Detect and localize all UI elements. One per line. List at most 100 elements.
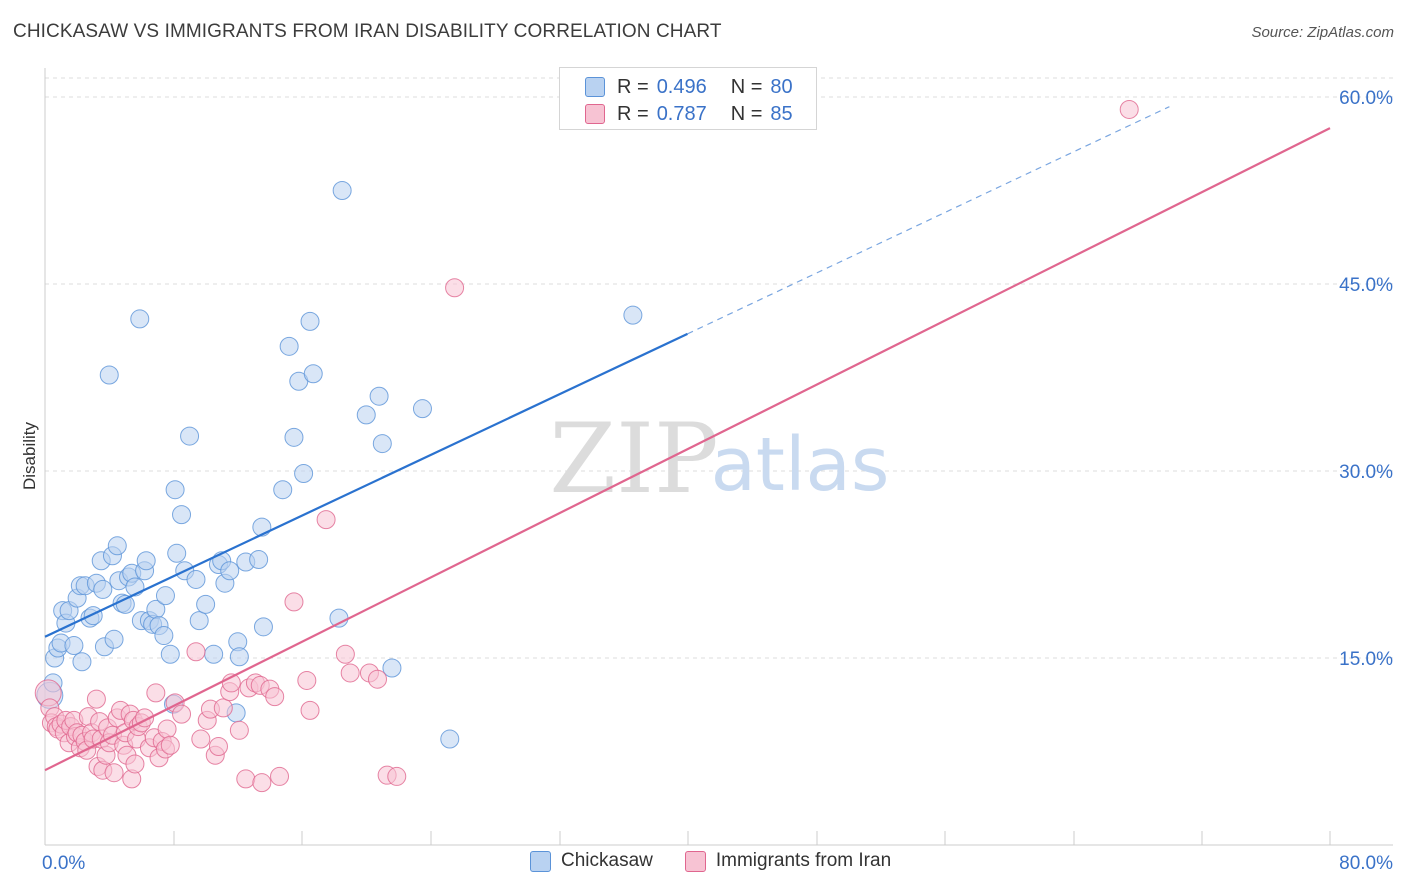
axis-labels: Disability 0.0% 80.0% [20, 421, 1393, 874]
chickasaw-point [356, 405, 376, 425]
legend-r-value: 0.787 [656, 102, 707, 125]
iran-point [160, 735, 180, 755]
iran-point [1119, 99, 1139, 119]
legend-r-label: R = [617, 102, 649, 125]
chickasaw-point [180, 426, 200, 446]
chickasaw-point [382, 658, 402, 678]
chickasaw-point [294, 463, 314, 483]
chart-source: Source: ZipAtlas.com [1251, 24, 1394, 41]
iran-point [284, 592, 304, 612]
legend-row-chickasaw: R = 0.496 N = 80 [585, 74, 793, 100]
chart-title: CHICKASAW VS IMMIGRANTS FROM IRAN DISABI… [13, 21, 722, 42]
chickasaw-point [99, 365, 119, 385]
legend-box: R = 0.496 N = 80 R = 0.787 N = 85 [559, 67, 817, 130]
bottom-legend-iran: Immigrants from Iran [684, 850, 892, 872]
iran-point [125, 754, 145, 774]
iran-point [297, 670, 317, 690]
chickasaw-point [220, 561, 240, 581]
chickasaw-point [189, 611, 209, 631]
iran-point [387, 766, 407, 786]
chickasaw-point [172, 505, 192, 525]
iran-point [186, 642, 206, 662]
watermark-atlas: atlas [711, 422, 890, 508]
y-tick-label: 45.0% [1339, 275, 1393, 296]
chickasaw-point [130, 309, 150, 329]
legend-swatch-chickasaw [585, 77, 605, 97]
iran-point [229, 720, 249, 740]
iran-point [208, 737, 228, 757]
x-tick-label-max: 80.0% [1339, 853, 1393, 874]
chickasaw-point [440, 729, 460, 749]
iran-point [213, 698, 233, 718]
chickasaw-point [332, 181, 352, 200]
bottom-legend-label-chickasaw: Chickasaw [561, 850, 653, 871]
bottom-legend: Chickasaw Immigrants from Iran [530, 850, 923, 872]
legend-n-label: N = [730, 102, 763, 125]
iran-trend-line [44, 127, 1331, 772]
chickasaw-point [165, 480, 185, 500]
legend-r-label: R = [617, 75, 649, 98]
chickasaw-point [273, 480, 293, 500]
axes: 15.0% 30.0% 45.0% 60.0% [44, 68, 1393, 846]
legend-n-label: N = [730, 75, 763, 98]
chickasaw-point [253, 617, 273, 637]
iran-point [300, 700, 320, 720]
chickasaw-point [279, 336, 299, 356]
chickasaw-point [196, 594, 216, 614]
chickasaw-point [93, 579, 113, 599]
chickasaw-point [64, 636, 84, 656]
iran-point [172, 704, 192, 724]
legend-n-value: 85 [770, 102, 793, 125]
iran-point [367, 669, 387, 689]
chickasaw-point [107, 536, 127, 556]
chickasaw-point [249, 550, 269, 570]
chickasaw-trend-line [44, 332, 688, 638]
chickasaw-point [83, 606, 103, 626]
iran-point [86, 689, 106, 709]
iran-point [191, 729, 211, 749]
iran-point [104, 763, 124, 783]
trend-lines [44, 106, 1331, 772]
bottom-legend-swatch-chickasaw [530, 850, 551, 872]
y-axis-label: Disability [20, 421, 39, 490]
y-tick-label: 60.0% [1339, 88, 1393, 109]
chickasaw-point [104, 629, 124, 649]
chickasaw-point [300, 311, 320, 331]
bottom-legend-swatch-iran [684, 850, 706, 872]
y-tick-label: 30.0% [1339, 462, 1393, 483]
chickasaw-point [160, 644, 180, 664]
iran-point [270, 766, 290, 786]
chickasaw-point [229, 647, 249, 667]
iran-point [236, 769, 256, 789]
y-tick-label: 15.0% [1339, 649, 1393, 670]
iran-point [265, 687, 285, 707]
bottom-legend-chickasaw: Chickasaw [530, 850, 653, 872]
legend-r-value: 0.496 [656, 75, 707, 98]
chickasaw-point [154, 626, 174, 646]
legend-n-value: 80 [770, 75, 793, 98]
chickasaw-point [372, 434, 392, 454]
chickasaw-point [72, 652, 92, 672]
chickasaw-point [303, 364, 323, 384]
chickasaw-point [186, 569, 206, 589]
chickasaw-point [167, 543, 187, 563]
legend-swatch-iran [585, 104, 605, 124]
watermark: ZIP atlas [549, 403, 889, 515]
iran-point [445, 278, 465, 298]
iran-point [340, 663, 360, 683]
iran-point [157, 719, 177, 739]
chickasaw-trend-extension [687, 106, 1170, 335]
chickasaw-point [136, 551, 156, 571]
chickasaw-point [623, 305, 643, 325]
iran-point [252, 773, 272, 793]
iran-point [316, 510, 336, 530]
chickasaw-point [204, 644, 224, 664]
data-points [34, 99, 1139, 793]
watermark-zip: ZIP [549, 403, 718, 515]
iran-point [335, 644, 355, 664]
iran-point [146, 683, 166, 703]
legend-row-iran: R = 0.787 N = 85 [585, 101, 793, 127]
bottom-legend-label-iran: Immigrants from Iran [715, 850, 892, 871]
chickasaw-point [412, 399, 432, 419]
